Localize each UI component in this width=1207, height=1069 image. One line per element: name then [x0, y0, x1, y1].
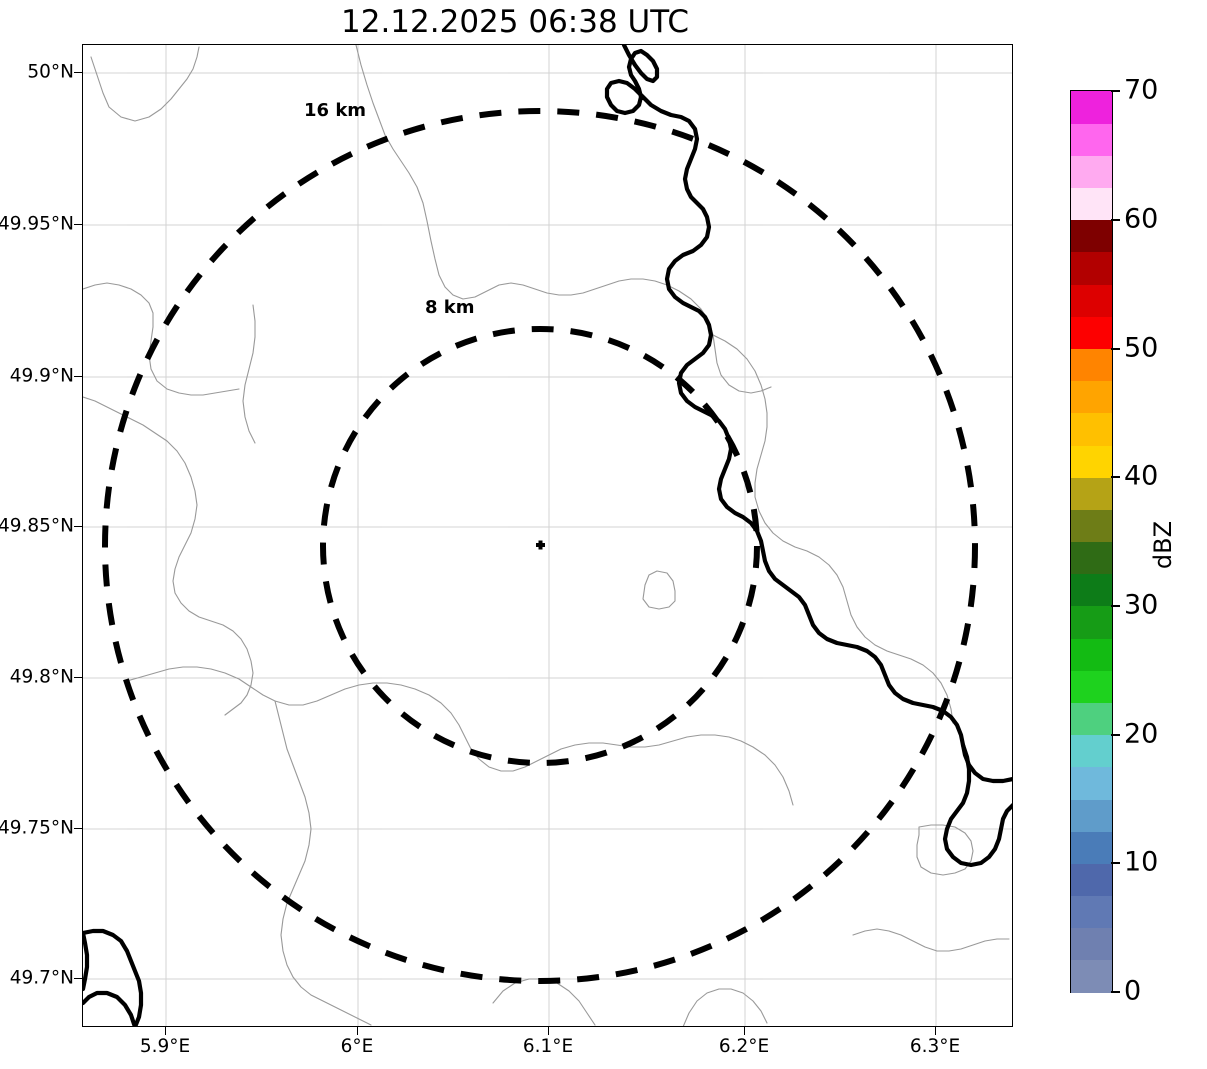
- colorbar-tick-label-60: 60: [1124, 203, 1159, 235]
- range-ring-label-8km: 8 km: [425, 297, 475, 318]
- colorbar-segment: [1071, 316, 1112, 350]
- colorbar-segment: [1071, 573, 1112, 607]
- colorbar-tick-label-70: 70: [1124, 74, 1159, 106]
- colorbar-segment: [1071, 927, 1112, 961]
- range-ring-16km: [102, 108, 978, 984]
- ytick-mark: [74, 376, 82, 377]
- ytick-label-5: 49.75°N: [0, 817, 74, 839]
- range-ring-label-16km: 16 km: [304, 100, 367, 121]
- national-border: [83, 45, 1012, 1026]
- colorbar-segment: [1071, 766, 1112, 800]
- colorbar-segment: [1071, 91, 1112, 124]
- colorbar-segment: [1071, 605, 1112, 639]
- page-title: 12.12.2025 06:38 UTC: [341, 4, 689, 40]
- radar-site-marker: [536, 540, 545, 550]
- colorbar-segment: [1071, 444, 1112, 478]
- colorbar-segment: [1071, 831, 1112, 864]
- ytick-mark: [74, 978, 82, 979]
- ytick-label-0: 50°N: [27, 61, 74, 83]
- map-canvas: [83, 45, 1012, 1026]
- colorbar-segment: [1071, 863, 1112, 897]
- colorbar-segment: [1071, 155, 1112, 189]
- colorbar-segment: [1071, 638, 1112, 671]
- colorbar-tick: [1111, 605, 1120, 607]
- colorbar-segment: [1071, 187, 1112, 221]
- graticule-grid: [83, 45, 1012, 1026]
- colorbar-segment: [1071, 509, 1112, 543]
- xtick-label-1: 6°E: [340, 1036, 374, 1057]
- colorbar-segment: [1071, 959, 1112, 993]
- range-ring-8km: [320, 326, 760, 766]
- ytick-label-3: 49.85°N: [0, 515, 74, 537]
- colorbar-segment: [1071, 798, 1112, 832]
- colorbar-segment: [1071, 477, 1112, 510]
- xtick-mark: [548, 1027, 549, 1035]
- colorbar-segment: [1071, 895, 1112, 929]
- colorbar-axis-label: dBZ: [1149, 520, 1177, 570]
- colorbar-segment: [1071, 670, 1112, 703]
- colorbar-segment: [1071, 284, 1112, 317]
- xtick-label-2: 6.1°E: [522, 1036, 574, 1057]
- xtick-label-3: 6.2°E: [718, 1036, 770, 1057]
- ytick-label-2: 49.9°N: [9, 365, 74, 387]
- colorbar-tick: [1111, 862, 1120, 864]
- colorbar-segment: [1071, 123, 1112, 156]
- ytick-mark: [74, 526, 82, 527]
- colorbar-tick-label-10: 10: [1124, 846, 1159, 878]
- xtick-mark: [935, 1027, 936, 1035]
- admin-boundaries: [83, 45, 1010, 1026]
- xtick-mark: [165, 1027, 166, 1035]
- colorbar-tick: [1111, 734, 1120, 736]
- xtick-mark: [744, 1027, 745, 1035]
- colorbar-segment: [1071, 348, 1112, 382]
- colorbar-segment: [1071, 734, 1112, 768]
- colorbar-tick-label-40: 40: [1124, 460, 1159, 492]
- ytick-mark: [74, 677, 82, 678]
- xtick-mark: [357, 1027, 358, 1035]
- ytick-mark: [74, 224, 82, 225]
- colorbar-tick: [1111, 219, 1120, 221]
- colorbar-tick: [1111, 991, 1120, 993]
- ytick-label-4: 49.8°N: [9, 666, 74, 688]
- colorbar-segment: [1071, 412, 1112, 446]
- map-plot-area[interactable]: 16 km 8 km: [82, 44, 1013, 1027]
- colorbar-segment: [1071, 219, 1112, 253]
- colorbar-tick-label-30: 30: [1124, 589, 1159, 621]
- ytick-label-6: 49.7°N: [9, 967, 74, 989]
- colorbar-segment: [1071, 380, 1112, 414]
- colorbar-tick: [1111, 90, 1120, 92]
- colorbar-segment: [1071, 541, 1112, 575]
- ytick-mark: [74, 828, 82, 829]
- colorbar-tick: [1111, 348, 1120, 350]
- colorbar[interactable]: [1070, 90, 1113, 993]
- colorbar-segment: [1071, 251, 1112, 285]
- ytick-mark: [74, 72, 82, 73]
- xtick-label-0: 5.9°E: [139, 1036, 191, 1057]
- colorbar-tick: [1111, 476, 1120, 478]
- colorbar-tick-label-20: 20: [1124, 718, 1159, 750]
- xtick-label-4: 6.3°E: [909, 1036, 961, 1057]
- colorbar-tick-label-50: 50: [1124, 332, 1159, 364]
- colorbar-segment: [1071, 702, 1112, 736]
- colorbar-tick-label-0: 0: [1124, 975, 1142, 1007]
- ytick-label-1: 49.95°N: [0, 213, 74, 235]
